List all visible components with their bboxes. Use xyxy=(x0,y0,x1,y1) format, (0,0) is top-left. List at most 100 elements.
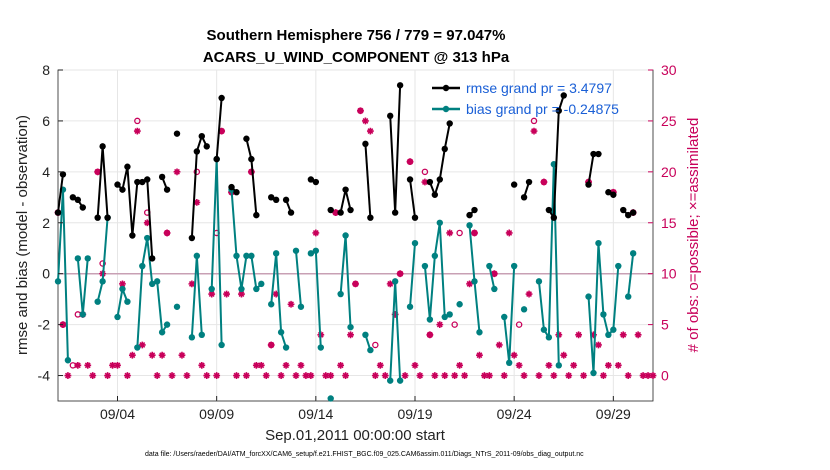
rmse-point-83 xyxy=(466,211,473,219)
bias-point-22 xyxy=(163,321,171,328)
assimilated-marker-56 xyxy=(332,209,340,216)
rmse-point-9 xyxy=(99,143,106,150)
y-axis-label: rmse and bias (model - observation) xyxy=(14,115,31,355)
assimilated-marker-103 xyxy=(565,372,573,379)
assimilated-marker-79 xyxy=(446,229,454,237)
bias-point-88 xyxy=(491,285,498,293)
rmse-point-22 xyxy=(163,186,171,193)
assimilated-marker-89 xyxy=(495,341,503,349)
bias-point-79 xyxy=(446,311,453,318)
series-lines xyxy=(54,82,637,402)
rmse-point-33 xyxy=(218,94,225,102)
assimilated-marker-46 xyxy=(282,361,290,369)
assimilated-marker-8 xyxy=(94,168,102,176)
assimilated-marker-21 xyxy=(158,351,166,359)
rmse-point-52 xyxy=(312,178,320,186)
rmse-point-112 xyxy=(610,191,617,198)
bias-point-4 xyxy=(74,255,82,262)
assimilated-marker-57 xyxy=(337,361,345,369)
bias-point-33 xyxy=(218,341,225,349)
assimilated-marker-86 xyxy=(481,372,488,379)
assimilated-marker-49 xyxy=(297,361,305,369)
rmse-point-3 xyxy=(69,194,77,201)
assimilated-marker-34 xyxy=(223,290,230,298)
assimilated-marker-10 xyxy=(104,372,111,379)
assimilated-marker-70 xyxy=(401,372,409,379)
assimilated-marker-4 xyxy=(74,361,82,369)
bias-point-31 xyxy=(208,285,215,293)
bias-point-99 xyxy=(545,334,553,341)
bias-point-116 xyxy=(629,250,637,257)
bias-point-74 xyxy=(421,262,429,270)
rmse-point-28 xyxy=(193,148,201,155)
bias-point-98 xyxy=(540,326,548,333)
possible-marker-6 xyxy=(134,117,141,125)
rmse-point-58 xyxy=(342,186,349,193)
bias-point-43 xyxy=(268,301,275,308)
rmse-point-92 xyxy=(510,181,518,188)
bias-point-41 xyxy=(258,280,265,288)
assimilated-marker-91 xyxy=(505,229,513,237)
assimilated-marker-28 xyxy=(193,199,201,206)
legend-bias-marker xyxy=(442,105,450,113)
x-tick-label-0: 09/04 xyxy=(100,406,135,422)
rmse-point-36 xyxy=(233,189,240,196)
assimilated-marker-60 xyxy=(352,280,359,288)
bias-point-110 xyxy=(600,311,607,318)
assimilated-marker-59 xyxy=(347,331,354,339)
assimilated-marker-43 xyxy=(267,341,275,349)
rmse-point-47 xyxy=(287,209,295,216)
assimilated-marker-20 xyxy=(153,372,161,379)
bias-point-17 xyxy=(139,262,146,270)
assimilated-marker-97 xyxy=(535,372,543,379)
bias-point-8 xyxy=(94,298,101,305)
x-tick-label-1: 09/09 xyxy=(199,406,234,422)
assimilated-marker-71 xyxy=(406,158,414,166)
assimilated-marker-63 xyxy=(366,127,374,135)
rmse-point-100 xyxy=(550,214,558,221)
bias-point-45 xyxy=(277,329,285,336)
bias-point-38 xyxy=(243,252,250,260)
assimilated-marker-78 xyxy=(441,372,449,379)
rmse-point-114 xyxy=(620,206,627,214)
x-tick-label-2: 09/14 xyxy=(298,406,333,422)
bias-point-52 xyxy=(312,247,320,254)
bias-point-81 xyxy=(456,301,463,308)
assimilated-marker-24 xyxy=(173,168,181,176)
bias-point-69 xyxy=(396,377,404,384)
assimilated-marker-58 xyxy=(342,372,349,379)
bias-point-75 xyxy=(426,316,434,323)
assimilated-marker-44 xyxy=(272,290,280,298)
assimilated-marker-54 xyxy=(322,372,330,379)
assimilated-marker-110 xyxy=(600,372,607,379)
rmse-line-5 xyxy=(190,135,208,239)
y-tick-label-4: 4 xyxy=(42,164,50,180)
assimilated-marker-17 xyxy=(138,341,146,349)
rmse-line-6 xyxy=(215,97,223,160)
y-tick-label-3: 2 xyxy=(42,215,50,231)
assimilated-marker-16 xyxy=(133,127,141,135)
rmse-point-43 xyxy=(268,194,275,201)
y2-tick-label-3: 15 xyxy=(661,215,677,231)
bias-line-17 xyxy=(488,265,496,290)
bias-point-13 xyxy=(119,285,126,293)
bias-point-14 xyxy=(124,298,131,305)
bias-point-67 xyxy=(387,377,394,384)
assimilated-marker-50 xyxy=(302,372,310,379)
assimilated-marker-61 xyxy=(357,107,364,115)
bias-point-113 xyxy=(615,262,622,270)
rmse-point-116 xyxy=(629,209,637,216)
bias-point-94 xyxy=(520,306,528,313)
assimilated-marker-68 xyxy=(391,311,399,318)
y2-tick-label-4: 20 xyxy=(661,164,677,180)
x-tick-label-3: 09/19 xyxy=(397,406,432,422)
y2-tick-label-0: 0 xyxy=(661,368,669,384)
assimilated-marker-104 xyxy=(570,361,578,369)
rmse-point-76 xyxy=(431,191,439,198)
assimilated-marker-67 xyxy=(386,280,394,288)
bias-point-108 xyxy=(590,369,597,377)
rmse-point-8 xyxy=(94,214,101,221)
assimilated-marker-105 xyxy=(575,331,583,339)
assimilated-marker-88 xyxy=(490,270,498,278)
